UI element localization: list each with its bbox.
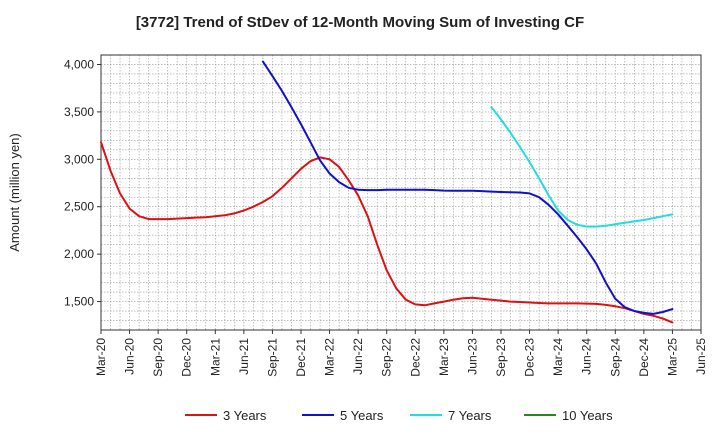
legend: 3 Years 5 Years 7 Years 10 Years: [185, 408, 613, 423]
series-line-3-years: [100, 141, 674, 324]
x-tick-label: Mar-22: [323, 338, 337, 376]
y-tick-label: 1,500: [64, 295, 94, 309]
y-tick-label: 3,500: [64, 105, 94, 119]
y-tick-label: 4,000: [64, 57, 94, 71]
legend-label-10-years: 10 Years: [562, 408, 613, 423]
x-tick-label: Sep-22: [380, 338, 394, 377]
x-tick-label: Mar-24: [551, 338, 565, 376]
legend-label-7-years: 7 Years: [448, 408, 492, 423]
y-axis-title: Amount (million yen): [7, 133, 22, 252]
axes: 1,500 2,000 2,500 3,000 3,500 4,000 Mar-20 Jun-…: [7, 54, 708, 377]
x-tick-label: Dec-22: [408, 338, 422, 377]
series-line-5-years: [261, 60, 674, 315]
plot-frame: [100, 54, 702, 331]
x-tick-label: Dec-24: [637, 338, 651, 377]
y-tick-label: 3,000: [64, 152, 94, 166]
x-tick-label: Sep-20: [151, 338, 165, 377]
x-tick-label: Jun-22: [351, 338, 365, 375]
x-tick-label: Jun-24: [580, 338, 594, 375]
y-tick-label: 2,000: [64, 247, 94, 261]
x-tick-label: Jun-25: [694, 338, 708, 375]
x-tick-label: Dec-20: [180, 338, 194, 377]
x-tick-label: Jun-23: [465, 338, 479, 375]
grid: [100, 54, 702, 331]
legend-label-5-years: 5 Years: [340, 408, 384, 423]
x-tick-label: Dec-23: [523, 338, 537, 377]
x-tick-label: Jun-20: [123, 338, 137, 375]
series-lines: [100, 60, 674, 324]
x-tick-label: Mar-21: [208, 338, 222, 376]
x-tick-label: Sep-24: [608, 338, 622, 377]
x-tick-label: Sep-21: [265, 338, 279, 377]
x-tick-label: Mar-20: [94, 338, 108, 376]
legend-label-3-years: 3 Years: [223, 408, 267, 423]
x-tick-label: Jun-21: [237, 338, 251, 375]
x-tick-label: Mar-25: [665, 338, 679, 376]
x-tick-label: Sep-23: [494, 338, 508, 377]
chart-title: [3772] Trend of StDev of 12-Month Moving…: [135, 14, 585, 31]
x-tick-label: Mar-23: [437, 338, 451, 376]
y-tick-label: 2,500: [64, 200, 94, 214]
series-line-7-years: [490, 106, 674, 228]
x-tick-label: Dec-21: [294, 338, 308, 377]
